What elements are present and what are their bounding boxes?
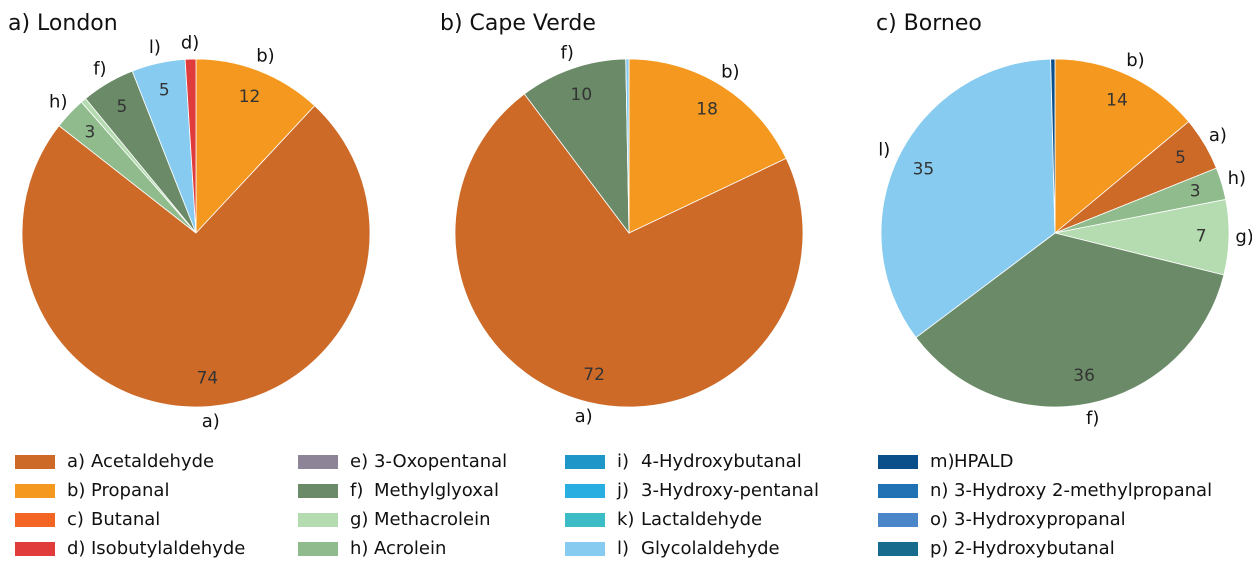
legend-key: f)	[350, 480, 363, 501]
slice-value-label: 35	[913, 159, 935, 179]
legend-label: 2-Hydroxybutanal	[954, 538, 1115, 559]
slice-category-label: f)	[561, 43, 574, 64]
pie-slice	[523, 58, 630, 235]
legend-label: 3-Hydroxy-pentanal	[641, 480, 819, 501]
legend-label: Butanal	[91, 509, 160, 530]
pie-slice	[184, 58, 197, 234]
legend-label: 4-Hydroxybutanal	[641, 451, 802, 472]
slice-category-label: l)	[878, 139, 890, 160]
pie-slice	[915, 232, 1225, 408]
legend-key: l)	[617, 538, 629, 559]
legend-swatch	[565, 542, 605, 556]
legend-swatch	[878, 513, 918, 527]
pie-slice	[195, 58, 316, 235]
slice-value-label: 5	[117, 97, 128, 117]
slice-category-label: a)	[202, 411, 220, 432]
pie-slice	[628, 58, 787, 234]
legend-swatch	[15, 513, 55, 527]
slice-category-label: f)	[93, 58, 106, 79]
slice-category-label: h)	[1228, 168, 1246, 189]
legend-key: d)	[67, 538, 85, 559]
legend-label: Acrolein	[374, 538, 446, 559]
slice-value-label: 18	[696, 99, 718, 119]
legend-key: h)	[350, 538, 368, 559]
legend-key: n)	[930, 480, 948, 501]
pie-slice	[454, 93, 804, 408]
pie-slice	[1050, 58, 1056, 234]
legend-swatch	[298, 484, 338, 498]
slice-value-label: 36	[1073, 366, 1095, 386]
legend-label: HPALD	[954, 451, 1013, 472]
slice-value-label: 3	[1190, 182, 1201, 202]
legend-key: b)	[67, 480, 85, 501]
slice-category-label: d)	[181, 32, 199, 53]
legend-swatch	[298, 542, 338, 556]
pie-slice	[1054, 58, 1190, 234]
legend-swatch	[878, 542, 918, 556]
legend-swatch	[15, 455, 55, 469]
legend-label: Acetaldehyde	[91, 451, 214, 472]
chart-title: c) Borneo	[876, 11, 982, 36]
legend-key: e)	[350, 451, 368, 472]
chart-title: a) London	[8, 11, 118, 36]
legend-label: Methacrolein	[374, 509, 491, 530]
slice-value-label: 5	[1175, 148, 1186, 168]
slice-category-label: b)	[721, 62, 739, 83]
legend-key: g)	[350, 509, 368, 530]
slice-category-label: f)	[1086, 408, 1099, 429]
legend-label: Glycolaldehyde	[641, 538, 780, 559]
pie-slice	[625, 58, 630, 234]
chart-title: b) Cape Verde	[440, 11, 596, 36]
legend-key: j)	[616, 480, 629, 501]
legend-key: o)	[930, 509, 948, 530]
slice-value-label: 5	[159, 80, 170, 100]
legend-swatch	[565, 455, 605, 469]
slice-category-label: l)	[149, 37, 161, 58]
legend-swatch	[298, 455, 338, 469]
slice-category-label: g)	[1235, 227, 1252, 248]
pie-slice	[880, 58, 1056, 339]
legend-label: Isobutylaldehyde	[91, 538, 245, 559]
legend-swatch	[565, 484, 605, 498]
slice-value-label: 14	[1106, 91, 1128, 111]
legend-swatch	[878, 455, 918, 469]
legend-label: Propanal	[91, 480, 169, 501]
legend-key: i)	[617, 451, 629, 472]
legend-swatch	[15, 484, 55, 498]
legend-swatch	[878, 484, 918, 498]
legend-label: 3-Hydroxypropanal	[954, 509, 1126, 530]
legend-label: Methylglyoxal	[374, 480, 499, 501]
legend-key: c)	[67, 509, 84, 530]
slice-value-label: 3	[84, 123, 95, 143]
legend-key: a)	[67, 451, 85, 472]
legend-swatch	[298, 513, 338, 527]
legend-label: 3-Oxopentanal	[374, 451, 507, 472]
legend-key: k)	[617, 509, 634, 530]
legend-swatch	[565, 513, 605, 527]
slice-value-label: 7	[1196, 227, 1207, 247]
legend-label: Lactaldehyde	[641, 509, 762, 530]
legend-swatch	[15, 542, 55, 556]
slice-value-label: 10	[571, 85, 593, 105]
slice-value-label: 12	[239, 87, 261, 107]
slice-value-label: 74	[197, 369, 219, 389]
legend-key: p)	[930, 538, 948, 559]
slice-category-label: b)	[256, 46, 274, 67]
slice-category-label: a)	[575, 406, 593, 427]
legend-key: m)	[930, 451, 955, 472]
slice-value-label: 72	[583, 365, 605, 385]
slice-category-label: h)	[49, 92, 67, 113]
slice-category-label: a)	[1209, 125, 1227, 146]
legend-label: 3-Hydroxy 2-methylpropanal	[954, 480, 1212, 501]
pie-slice	[21, 105, 371, 408]
slice-category-label: b)	[1126, 50, 1144, 71]
